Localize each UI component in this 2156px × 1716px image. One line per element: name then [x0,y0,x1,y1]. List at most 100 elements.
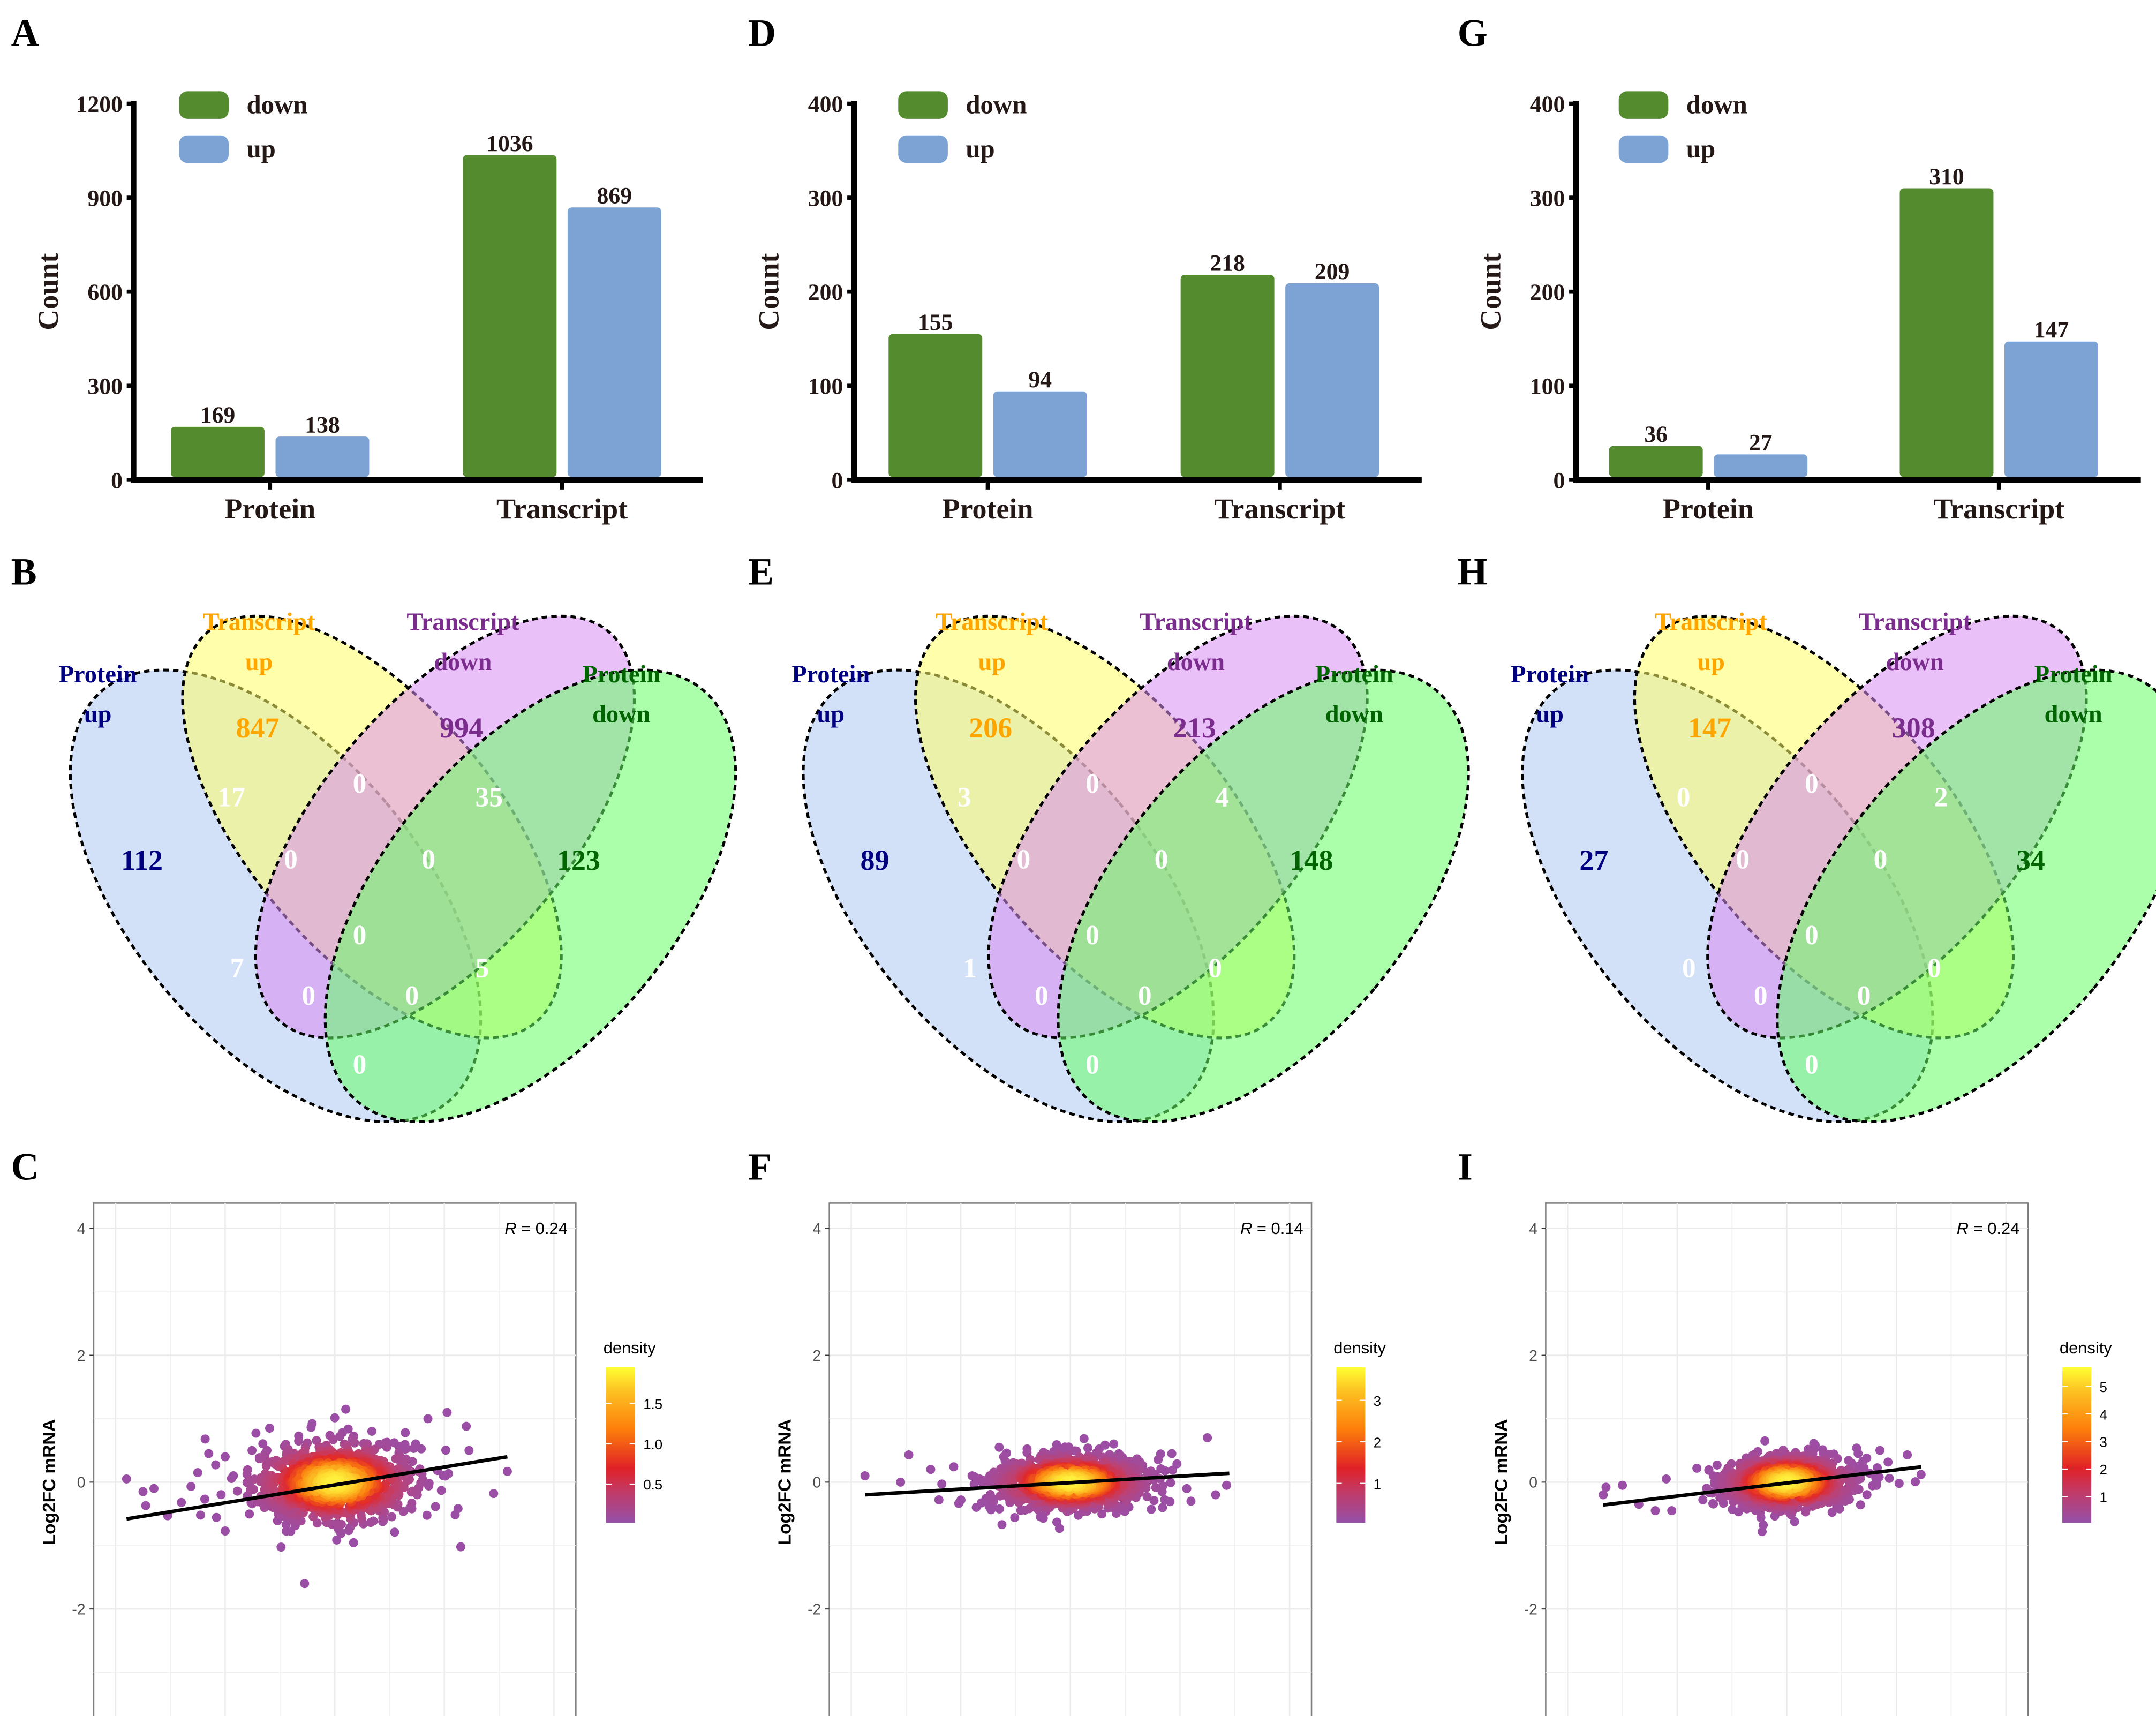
venn-region-count-tu-td: 0 [353,769,367,799]
panel-letter-E: E [748,550,774,593]
bar-value-label: 94 [1028,367,1052,393]
panel-letter-D: D [748,11,776,54]
venn-region-count-pu-tu-pd: 0 [405,981,419,1011]
venn-region-count-tu-td-pd: 0 [1155,844,1169,875]
correlation-r-symbol: R [504,1219,516,1238]
y-tick-label: 0 [1529,1474,1537,1491]
colorbar-tick-label: 1.0 [643,1437,662,1452]
y-tick-label: 0 [77,1474,86,1491]
legend-label-down: down [246,90,307,119]
legend-swatch-up [1618,135,1669,163]
venn-region-count-all: 0 [1085,920,1099,951]
venn-region-count-tu-only: 847 [236,712,280,744]
scatter-point [200,1494,209,1504]
venn-set-label-line1: Transcript [1859,608,1972,636]
scatter-point [281,1520,291,1530]
colorbar-title: density [1333,1338,1386,1357]
x-category-label: Transcript [1214,493,1345,525]
venn-region-count-pu-pd: 0 [1805,1050,1819,1080]
venn-region-count-tu-only: 147 [1688,712,1731,744]
scatter-point-outlier [1203,1433,1212,1442]
scatter-point-outlier [896,1477,906,1487]
venn-set-label-line1: Transcript [936,608,1049,636]
scatter-point [387,1512,397,1522]
scatter-point [1147,1504,1156,1514]
scatter-point [453,1504,463,1514]
scatter-point [956,1495,966,1505]
correlation-annotation: R = 0.24 [504,1219,568,1238]
venn-region-count-td-only: 308 [1892,712,1935,744]
bar-value-label: 209 [1315,259,1350,284]
scatter-point [1017,1458,1027,1468]
venn-set-label-line2: up [1536,701,1564,728]
scatter-point [1158,1481,1167,1491]
colorbar-tick-label: 0.5 [643,1478,662,1493]
panel-letter-A: A [11,11,39,54]
scatter-point-outlier [1760,1436,1770,1446]
legend-label-down: down [966,90,1027,119]
bar-down [1180,275,1275,477]
scatter-point [294,1436,304,1446]
regression-line [126,1455,508,1521]
correlation-r-value: = 0.24 [517,1219,568,1238]
venn-set-label-line2: up [1697,649,1725,676]
correlation-r-value: = 0.24 [1969,1219,2019,1238]
venn-region-count-tu-td: 0 [1805,769,1819,799]
scatter-point [1022,1448,1032,1457]
panel-letter-H: H [1458,550,1488,593]
y-tick-label: 1200 [76,92,123,117]
venn-diagram-B: Protein up Transcript up Transcript down Prote… [59,608,737,1124]
venn-diagram-E: Protein up Transcript up Transcript down Prote… [791,608,1470,1124]
bar-value-label: 1036 [486,131,533,156]
scatter-point [409,1443,418,1453]
venn-region-count-pu-only: 112 [121,844,163,876]
scatter-point-outlier [1167,1449,1177,1458]
scatter-point [273,1516,282,1526]
venn-region-count-pu-pd: 0 [353,1050,367,1080]
bar-down [888,334,983,477]
y-tick-label: 100 [808,374,843,400]
scatter-point-outlier [221,1526,230,1536]
bar-down [170,426,265,477]
bar-up [2004,341,2098,477]
scatter-point [247,1446,257,1455]
scatter-point [1168,1465,1178,1475]
y-tick-label: 4 [812,1220,821,1237]
y-tick-label: 400 [808,92,843,117]
scatter-point [1871,1473,1881,1483]
scatter-point [367,1426,376,1436]
scatter-point [1166,1478,1175,1487]
venn-set-label-line1: Transcript [406,608,519,636]
venn-set-label-line2: down [1325,701,1383,728]
venn-region-count-pu-tu: 0 [1677,782,1691,813]
scatter-point-outlier [997,1520,1007,1530]
scatter-point-outlier [195,1510,205,1520]
venn-region-count-td-only: 213 [1173,712,1216,744]
venn-set-label-line1: Protein [59,661,137,688]
bar-up [1714,454,1808,477]
scatter-point [1079,1434,1089,1443]
colorbar-tick-label: 1 [2100,1491,2107,1506]
scatter-point [1862,1490,1872,1500]
scatter-point [200,1434,210,1444]
scatter-point-outlier [1186,1496,1196,1506]
scatter-point [332,1535,342,1545]
scatter-point [1149,1496,1159,1506]
scatter-point [212,1512,221,1522]
y-tick-label: 200 [808,280,843,305]
scatter-point [424,1481,433,1491]
scatter-point-outlier [229,1471,238,1481]
venn-set-protein-down [1057,668,1470,1124]
scatter-point [1867,1481,1877,1491]
scatter-point-outlier [138,1487,148,1496]
scatter-point-outlier [141,1501,150,1510]
venn-region-count-pu-tu: 3 [958,782,971,813]
scatter-point-outlier [122,1474,131,1484]
scatter-point [1790,1517,1799,1526]
venn-set-label-line2: up [84,701,112,728]
venn-set-label-line2: up [817,701,845,728]
scatter-point [368,1516,378,1526]
scatter-point-outlier [1667,1506,1677,1516]
